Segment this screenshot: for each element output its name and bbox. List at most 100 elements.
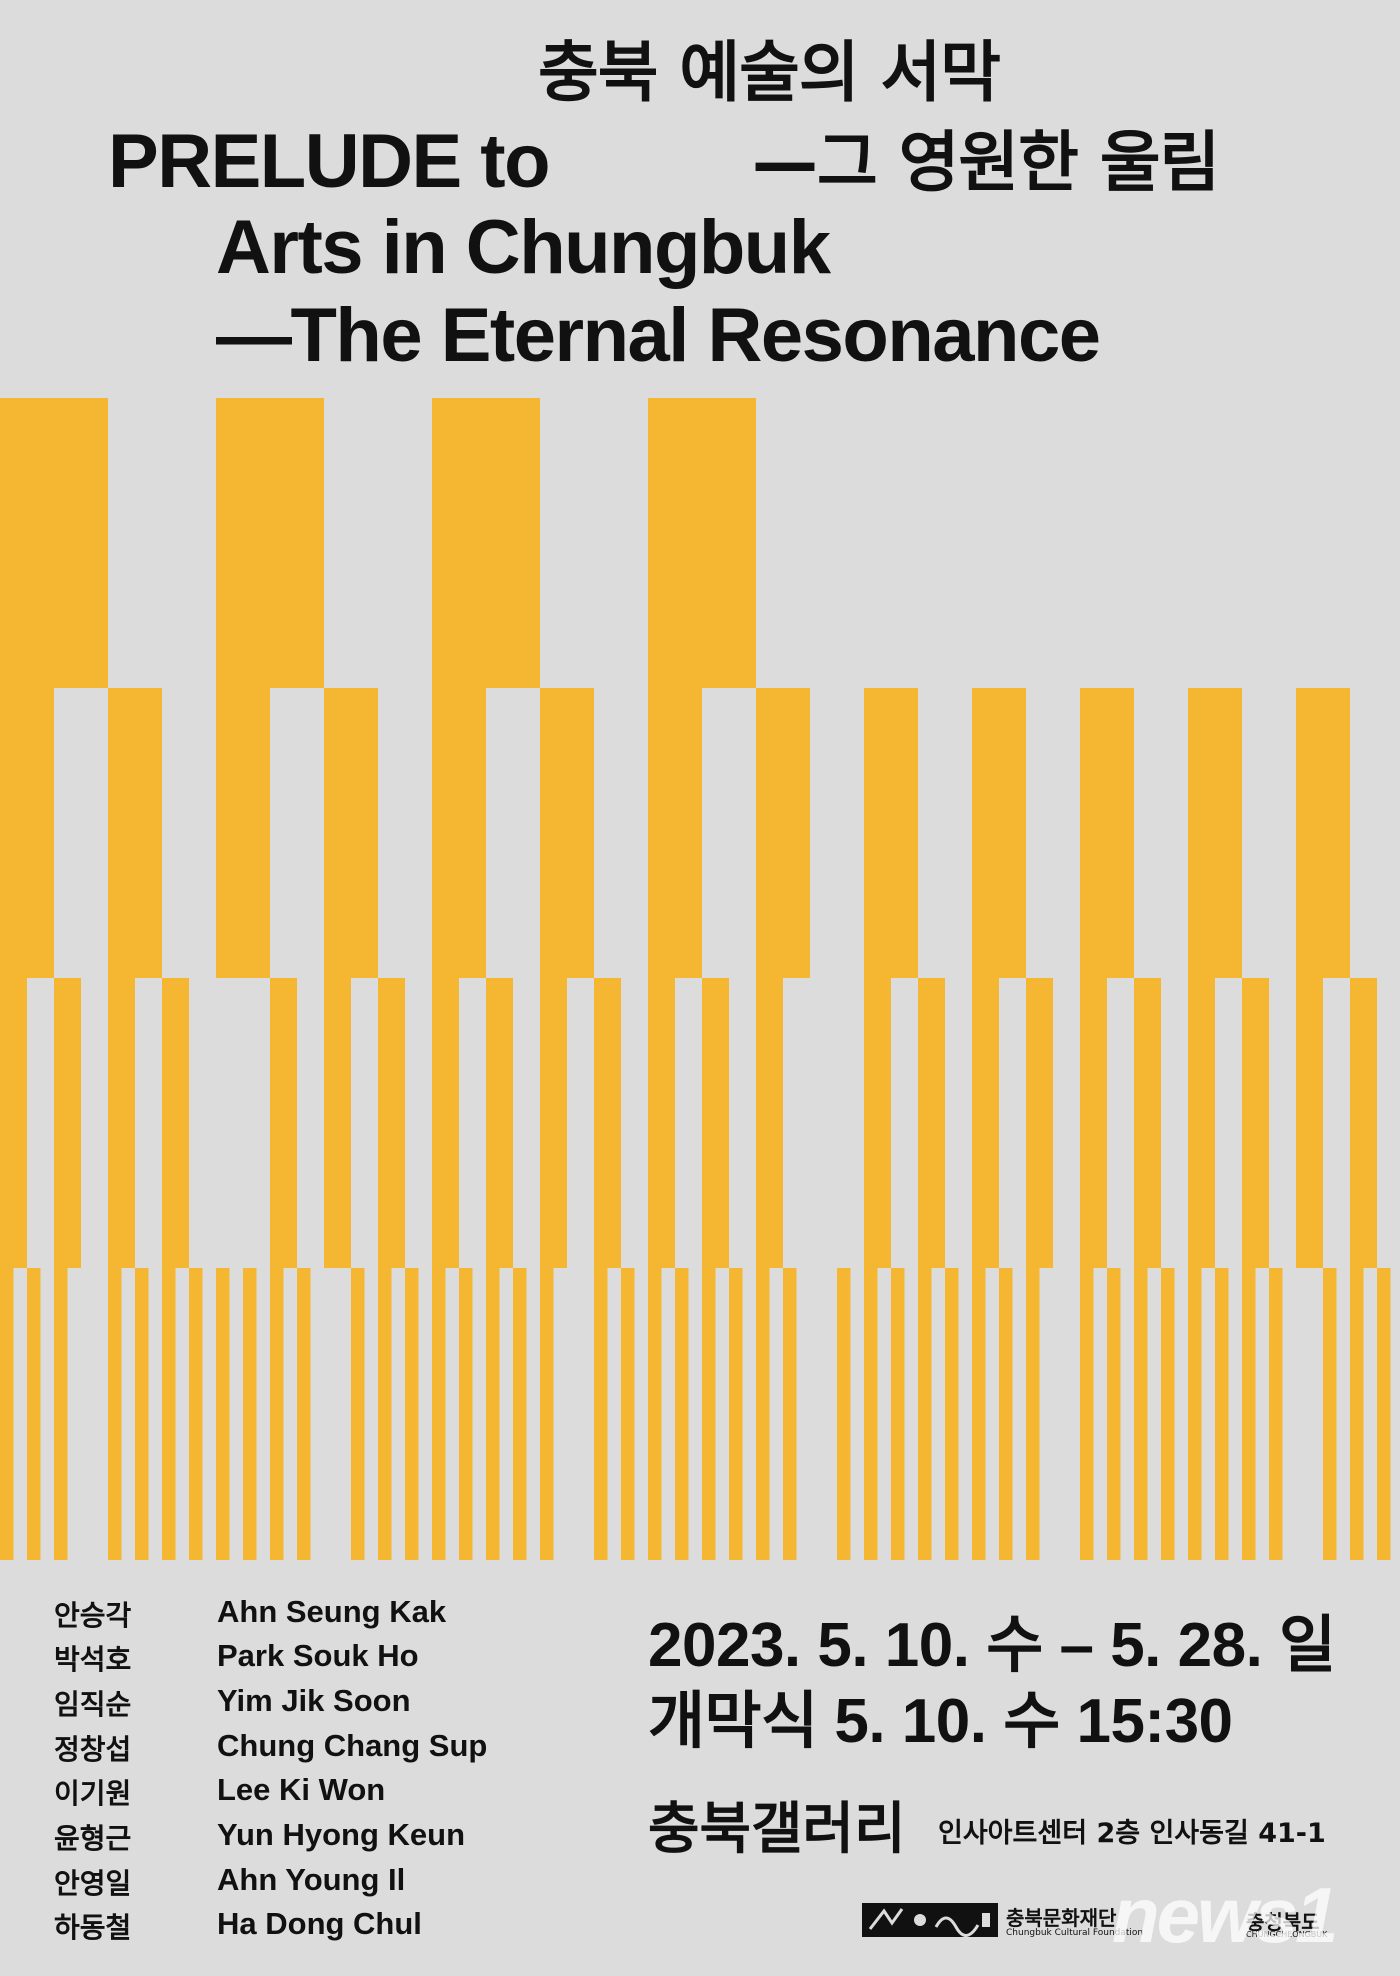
- yellow-bar: [1080, 1268, 1094, 1560]
- yellow-bar: [1242, 1268, 1256, 1560]
- title-english-line1: PRELUDE to: [108, 119, 551, 204]
- yellow-bar: [1242, 978, 1269, 1268]
- yellow-bar: [837, 1268, 851, 1560]
- yellow-bar: [1188, 688, 1242, 978]
- yellow-bar: [270, 1268, 284, 1560]
- yellow-bar: [108, 1268, 122, 1560]
- yellow-bar: [189, 1268, 203, 1560]
- yellow-bar: [1350, 1268, 1364, 1560]
- yellow-bar: [432, 978, 459, 1268]
- province-name-english: CHUNGCHEONGBUK: [1246, 1930, 1328, 1939]
- yellow-bar: [108, 688, 162, 978]
- yellow-bar: [378, 978, 405, 1268]
- yellow-bar: [324, 688, 378, 978]
- yellow-bar: [1377, 1268, 1391, 1560]
- yellow-bar: [783, 1268, 797, 1560]
- artist-name-english: Yun Hyong Keun: [217, 1817, 465, 1852]
- yellow-bar: [999, 1268, 1013, 1560]
- artist-row: 박석호 Park Souk Ho: [54, 1638, 419, 1682]
- artist-row: 임직순 Yim Jik Soon: [54, 1683, 411, 1727]
- yellow-bar: [216, 1268, 230, 1560]
- province-name-korean: 충청북도: [1246, 1910, 1320, 1934]
- artist-name-english: Yim Jik Soon: [217, 1683, 411, 1718]
- yellow-bar: [216, 398, 324, 688]
- news1-watermark: news1: [1112, 1871, 1338, 1959]
- yellow-bar: [0, 978, 27, 1268]
- yellow-bar: [486, 1268, 500, 1560]
- artist-name-english: Ahn Young Il: [217, 1862, 406, 1897]
- yellow-bar: [432, 398, 540, 688]
- title-english-line3: —The Eternal Resonance: [216, 293, 1101, 378]
- yellow-bar: [648, 398, 756, 688]
- artist-name-korean: 이기원: [54, 1777, 132, 1810]
- yellow-bar: [702, 978, 729, 1268]
- yellow-bar: [324, 978, 351, 1268]
- yellow-bar: [972, 978, 999, 1268]
- yellow-bar: [1080, 688, 1134, 978]
- yellow-bar: [513, 1268, 527, 1560]
- yellow-bar: [351, 1268, 365, 1560]
- yellow-bar: [108, 978, 135, 1268]
- foundation-name-english: Chungbuk Cultural Foundation: [1006, 1928, 1144, 1938]
- venue-address: 인사아트센터 2층 인사동길 41-1: [938, 1818, 1326, 1849]
- artist-name-korean: 박석호: [54, 1643, 132, 1676]
- title-korean-line1: 충북 예술의 서막: [538, 34, 1001, 111]
- yellow-bar: [270, 978, 297, 1268]
- artist-name-korean: 임직순: [54, 1688, 132, 1721]
- yellow-bar: [648, 978, 675, 1268]
- opening-ceremony: 개막식 5. 10. 수 15:30: [648, 1687, 1233, 1756]
- yellow-bar: [135, 1268, 149, 1560]
- yellow-bar: [1026, 1268, 1040, 1560]
- artist-row: 안영일 Ahn Young Il: [54, 1862, 405, 1906]
- artist-row: 하동철 Ha Dong Chul: [54, 1906, 422, 1950]
- yellow-bars-graphic: [0, 398, 1391, 1560]
- artist-name-english: Park Souk Ho: [217, 1638, 419, 1673]
- yellow-bar: [1161, 1268, 1175, 1560]
- yellow-bar: [972, 688, 1026, 978]
- artist-row: 이기원 Lee Ki Won: [54, 1772, 385, 1816]
- yellow-bar: [216, 688, 270, 978]
- yellow-bar: [756, 688, 810, 978]
- yellow-bar: [1188, 1268, 1202, 1560]
- yellow-bar: [918, 978, 945, 1268]
- yellow-bar: [702, 1268, 716, 1560]
- yellow-bar: [756, 978, 783, 1268]
- yellow-bar: [540, 688, 594, 978]
- yellow-bar: [0, 398, 108, 688]
- artist-name-korean: 윤형근: [54, 1822, 132, 1855]
- yellow-bar: [432, 1268, 446, 1560]
- artist-name-korean: 안영일: [54, 1867, 132, 1900]
- yellow-bar: [945, 1268, 959, 1560]
- yellow-bar: [1188, 978, 1215, 1268]
- artist-name-korean: 하동철: [54, 1911, 132, 1944]
- title-english-line2: Arts in Chungbuk: [216, 205, 831, 290]
- yellow-bar: [0, 1268, 14, 1560]
- yellow-bar: [864, 688, 918, 978]
- yellow-bar: [540, 978, 567, 1268]
- title-korean-line2: —그 영원한 울림: [752, 124, 1220, 201]
- yellow-bar: [243, 1268, 257, 1560]
- foundation-logo-icon: [862, 1903, 998, 1937]
- yellow-bar: [1026, 978, 1053, 1268]
- exhibition-dates: 2023. 5. 10. 수 – 5. 28. 일: [648, 1611, 1336, 1680]
- artist-name-english: Ha Dong Chul: [217, 1906, 422, 1941]
- foundation-name-korean: 충북문화재단: [1006, 1906, 1117, 1930]
- yellow-bar: [1296, 688, 1350, 978]
- artist-row: 정창섭 Chung Chang Sup: [54, 1728, 487, 1772]
- yellow-bar: [864, 1268, 878, 1560]
- yellow-bar: [1080, 978, 1107, 1268]
- artist-name-korean: 안승각: [54, 1599, 132, 1632]
- yellow-bar: [54, 978, 81, 1268]
- yellow-bar: [621, 1268, 635, 1560]
- yellow-bar: [648, 1268, 662, 1560]
- yellow-bar: [405, 1268, 419, 1560]
- artist-name-english: Chung Chang Sup: [217, 1728, 488, 1763]
- artist-name-korean: 정창섭: [54, 1733, 132, 1766]
- artist-row: 윤형근 Yun Hyong Keun: [54, 1817, 465, 1861]
- yellow-bar: [1134, 1268, 1148, 1560]
- yellow-bar: [1269, 1268, 1283, 1560]
- yellow-bar: [918, 1268, 932, 1560]
- yellow-bar: [864, 978, 891, 1268]
- yellow-bar: [1350, 978, 1377, 1268]
- artist-name-english: Ahn Seung Kak: [217, 1594, 447, 1629]
